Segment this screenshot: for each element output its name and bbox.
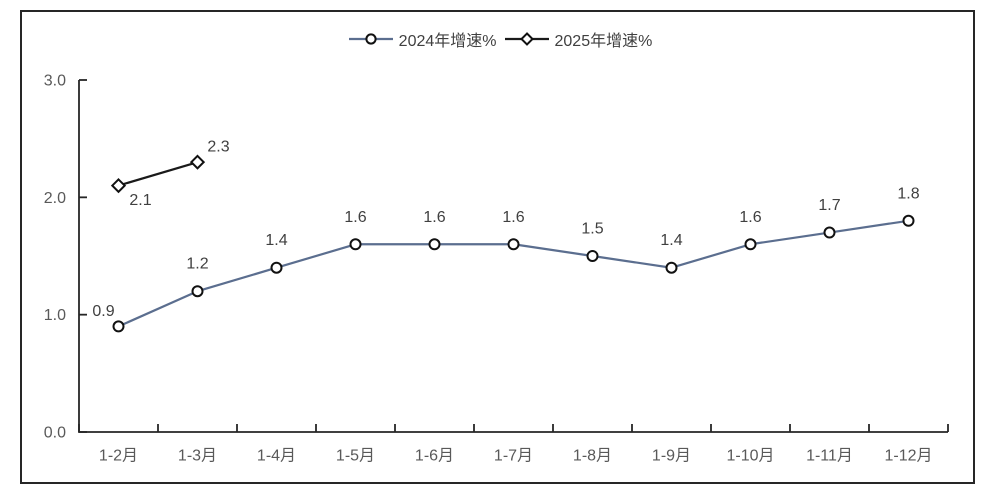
x-tick-label: 1-4月 — [257, 448, 296, 465]
series-line-2025 — [118, 161, 198, 187]
data-point-circle — [112, 320, 125, 333]
data-label: 1.4 — [660, 232, 682, 249]
y-tick-label: 1.0 — [44, 307, 66, 324]
data-label: 1.6 — [344, 209, 366, 226]
x-tick-label: 1-3月 — [178, 448, 217, 465]
data-point-diamond — [110, 177, 127, 194]
x-tick-label: 1-5月 — [336, 448, 375, 465]
data-point-circle — [586, 250, 599, 262]
chart-frame — [20, 10, 975, 484]
data-point-circle — [744, 238, 757, 251]
data-label: 1.6 — [423, 209, 445, 226]
x-tick-label: 1-8月 — [573, 448, 612, 465]
data-label: 0.9 — [92, 303, 114, 320]
data-point-circle — [507, 238, 520, 251]
x-tick-label: 1-12月 — [884, 448, 932, 465]
data-point-circle — [428, 238, 441, 251]
y-tick-label: 3.0 — [44, 73, 66, 90]
data-label: 1.6 — [739, 209, 761, 226]
data-label: 1.5 — [581, 221, 603, 238]
data-point-circle — [191, 285, 204, 298]
data-label: 1.8 — [897, 185, 919, 202]
data-point-diamond — [189, 154, 206, 170]
data-point-circle — [902, 214, 915, 227]
data-point-circle — [823, 226, 836, 239]
data-label: 1.2 — [186, 256, 208, 273]
data-label: 2.1 — [129, 192, 151, 209]
x-tick-label: 1-2月 — [99, 448, 138, 465]
x-tick-label: 1-9月 — [652, 448, 691, 465]
x-tick-label: 1-7月 — [494, 448, 533, 465]
legend-label-2025: 2025年增速% — [554, 33, 653, 50]
data-point-circle — [665, 261, 678, 274]
legend-label-2024: 2024年增速% — [398, 33, 497, 50]
data-point-circle — [270, 261, 283, 274]
circle-marker-icon — [348, 33, 393, 45]
x-tick-label: 1-6月 — [415, 448, 454, 465]
x-tick-label: 1-11月 — [806, 448, 853, 465]
legend-item-2025: 2025年增速% — [504, 27, 653, 51]
data-label: 1.6 — [502, 209, 524, 226]
data-point-circle — [349, 238, 362, 251]
chart-legend: 2024年增速% 2025年增速% — [0, 27, 1000, 51]
axes — [78, 80, 948, 433]
legend-item-2024: 2024年增速% — [348, 27, 497, 51]
data-label: 1.4 — [265, 232, 287, 249]
x-tick-label: 1-10月 — [726, 448, 774, 465]
series-line-2024 — [118, 219, 909, 328]
diamond-marker-icon — [504, 32, 549, 46]
y-tick-label: 0.0 — [44, 425, 66, 442]
data-label: 2.3 — [207, 139, 229, 156]
y-tick-label: 2.0 — [44, 190, 66, 207]
data-label: 1.7 — [818, 197, 840, 214]
